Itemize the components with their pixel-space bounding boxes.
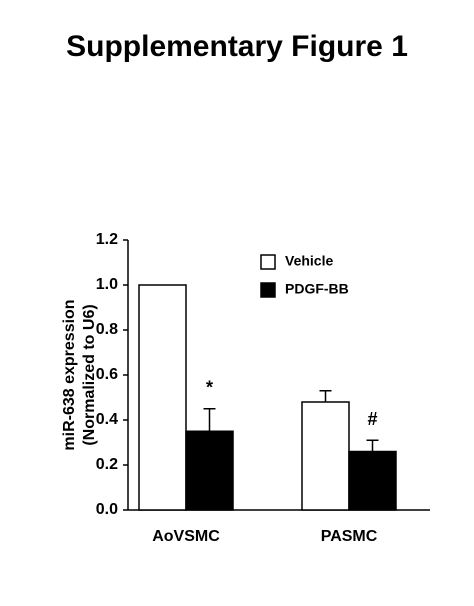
y-tick-label: 1.2 [96, 231, 118, 248]
bar [138, 284, 187, 511]
significance-marker: # [367, 409, 377, 429]
legend-swatch [260, 254, 276, 270]
y-tick-label: 0.8 [96, 321, 118, 338]
y-tick-label: 1.0 [96, 276, 118, 293]
bar [348, 450, 397, 511]
y-tick-label: 0.4 [96, 411, 118, 428]
significance-marker: * [206, 378, 213, 398]
legend-label: PDGF-BB [285, 281, 349, 297]
legend-swatch [260, 282, 276, 298]
bar [301, 401, 350, 511]
y-axis-label: (Normalized to U6) [81, 304, 98, 445]
y-tick-label: 0.0 [96, 501, 118, 518]
x-tick-label: AoVSMC [152, 528, 220, 545]
x-tick-label: PASMC [321, 528, 378, 545]
chart-title: Supplementary Figure 1 [66, 30, 408, 63]
y-tick-label: 0.2 [96, 456, 118, 473]
legend-label: Vehicle [285, 253, 333, 269]
y-tick-label: 0.6 [96, 366, 118, 383]
y-axis-label: miR-638 expression [61, 299, 78, 450]
bar [185, 430, 234, 511]
